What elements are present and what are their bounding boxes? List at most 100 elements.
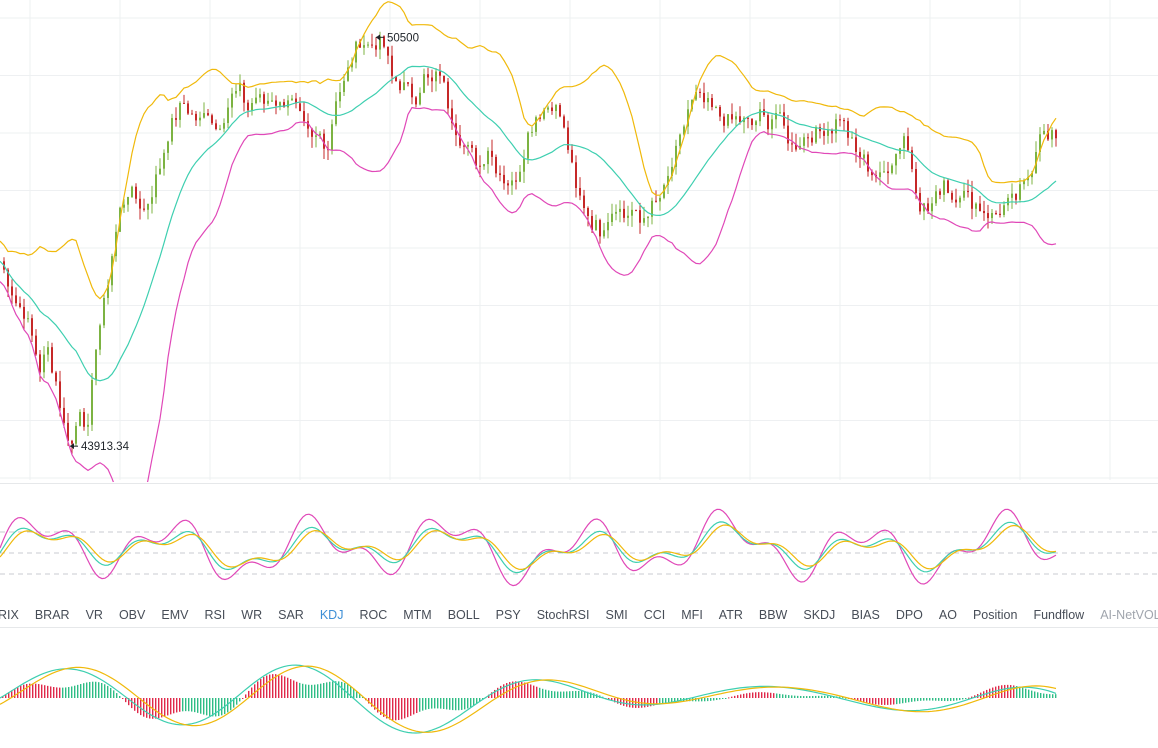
tab-dpo[interactable]: DPO [895,608,923,622]
macd-histogram-bar [176,698,178,713]
macd-histogram-bar [647,698,649,707]
tab-psy[interactable]: PSY [495,608,521,622]
macd-dif-line [0,664,1057,734]
macd-histogram-bar [965,698,967,699]
tab-cci[interactable]: CCI [643,608,666,622]
macd-histogram-bar [473,698,475,706]
tab-mtm[interactable]: MTM [403,608,432,622]
candle-body [51,347,53,373]
macd-histogram-bar [161,698,163,718]
candle-body [199,117,201,121]
macd-histogram-bar [740,694,742,698]
tab-mfi[interactable]: MFI [681,608,703,622]
macd-histogram-bar [206,698,208,716]
tab-atr[interactable]: ATR [718,608,743,622]
tab-vr[interactable]: VR [85,608,103,622]
candle-body [211,115,213,124]
candle-body [1055,130,1057,139]
macd-histogram-bar [422,698,424,711]
tab-position[interactable]: Position [972,608,1018,622]
macd-indicator-chart[interactable] [0,628,1158,748]
candle-body [247,102,249,111]
candle-body [711,98,713,108]
macd-histogram-bar [338,681,340,698]
candle-body [83,412,85,427]
candle-body [675,145,677,167]
macd-histogram-bar [752,692,754,698]
tab-wr[interactable]: WR [241,608,263,622]
price-chart[interactable]: 50500 43913.34 [0,0,1158,482]
macd-histogram-bar [611,698,613,701]
candle-body [179,102,181,120]
macd-histogram-bar [770,692,772,698]
candle-body [639,210,641,223]
candle-body [411,83,413,98]
macd-histogram-bar [902,698,904,704]
candle-body [387,46,389,56]
tab-rsi[interactable]: RSI [204,608,226,622]
candle-body [43,354,45,373]
tab-ao[interactable]: AO [938,608,957,622]
macd-histogram-bar [488,694,490,698]
candle-body [983,210,985,214]
macd-histogram-bar [56,687,58,698]
tab-fundflow[interactable]: Fundflow [1033,608,1085,622]
macd-histogram-bar [155,698,157,719]
tab-emv[interactable]: EMV [161,608,189,622]
macd-histogram-bar [542,688,544,698]
candle-body [359,41,361,48]
candle-body [175,118,177,120]
candle-body [331,124,333,151]
candle-body [323,133,325,149]
macd-histogram-bar [350,686,352,698]
candle-body [619,208,621,212]
candle-body [587,208,589,216]
macd-histogram-bar [404,698,406,719]
macd-histogram-bar [548,690,550,698]
macd-histogram-bar [92,681,94,698]
candle-body [959,197,961,203]
tab-ai-netvol[interactable]: AI-NetVOL [1100,608,1158,622]
candle-body [603,230,605,237]
macd-histogram-bar [170,698,172,715]
macd-histogram-bar [314,684,316,698]
macd-histogram-bar [116,693,118,698]
tab-obv[interactable]: OBV [118,608,146,622]
macd-histogram-bar [317,684,319,698]
candle-body [47,347,49,355]
tab-smi[interactable]: SMI [605,608,628,622]
candle-body [159,168,161,175]
macd-histogram-bar [299,682,301,698]
tab-stochrsi[interactable]: StochRSI [536,608,590,622]
tab-roc[interactable]: ROC [359,608,388,622]
tab-bias[interactable]: BIAS [851,608,880,622]
candle-body [395,76,397,82]
tab-rix[interactable]: RIX [0,608,19,622]
macd-histogram-bar [518,681,520,698]
candle-body [963,190,965,198]
kdj-indicator-chart[interactable] [0,486,1158,602]
candle-body [439,71,441,76]
boll-upper-band [0,1,1057,300]
tab-bbw[interactable]: BBW [758,608,788,622]
candle-body [631,209,633,216]
candle-body [811,137,813,143]
tab-skdj[interactable]: SKDJ [803,608,836,622]
tab-brar[interactable]: BRAR [34,608,70,622]
candle-body [471,144,473,148]
candle-body [375,45,377,50]
kdj-d-line [0,524,1057,571]
macd-histogram-bar [584,691,586,698]
macd-histogram-bar [419,698,421,712]
candle-body [935,191,937,204]
candle-body [1007,197,1009,206]
tab-boll[interactable]: BOLL [447,608,480,622]
candle-body [107,285,109,298]
tab-sar[interactable]: SAR [278,608,304,622]
tab-kdj[interactable]: KDJ [319,608,344,622]
candle-body [887,171,889,174]
macd-histogram-bar [809,696,811,698]
macd-histogram-bar [491,692,493,698]
candle-body [987,213,989,219]
macd-histogram-bar [560,691,562,698]
